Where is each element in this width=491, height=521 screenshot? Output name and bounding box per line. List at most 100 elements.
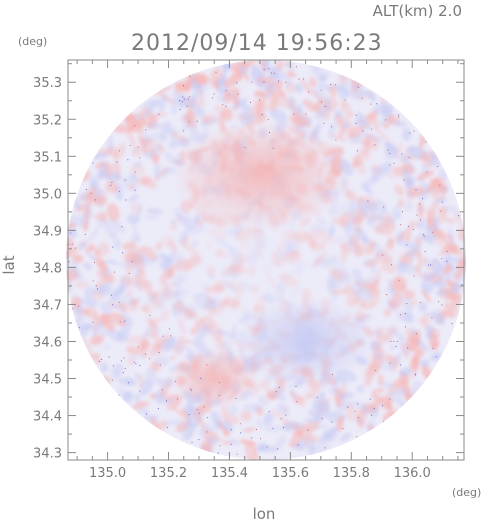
speckle-cell xyxy=(282,421,297,432)
speckle-cell xyxy=(383,308,392,317)
speckle-cell xyxy=(357,148,371,161)
speckle-cell xyxy=(246,253,258,268)
speckle-cell xyxy=(91,318,105,338)
noise-dot xyxy=(139,390,141,392)
speckle-cell xyxy=(442,205,459,213)
speckle-cell xyxy=(147,98,162,108)
noise-dot xyxy=(92,321,94,323)
speckle-cell xyxy=(275,60,285,71)
noise-dot xyxy=(371,128,373,130)
speckle-cell xyxy=(67,266,85,281)
speckle-cell xyxy=(134,372,141,381)
speckle-cell xyxy=(378,131,391,144)
speckle-cell xyxy=(159,133,168,142)
speckle-cell xyxy=(90,334,104,346)
noise-dot xyxy=(159,364,161,366)
speckle-cell xyxy=(177,97,199,109)
y-tick-label: 34.6 xyxy=(33,335,62,350)
speckle-cell xyxy=(164,151,177,165)
speckle-cell xyxy=(307,409,324,422)
noise-dot xyxy=(335,84,337,86)
speckle-cell xyxy=(329,122,337,134)
noise-dot xyxy=(321,101,322,103)
noise-dot xyxy=(146,413,147,415)
speckle-cell xyxy=(351,153,361,168)
noise-dot xyxy=(134,125,136,127)
noise-dot xyxy=(277,448,279,450)
altitude-label: ALT(km) 2.0 xyxy=(373,2,462,20)
noise-dot xyxy=(344,99,346,101)
speckle-cell xyxy=(375,328,384,341)
speckle-cell xyxy=(364,258,380,268)
speckle-cell xyxy=(169,282,177,287)
speckle-cell xyxy=(140,337,148,359)
speckle-cell xyxy=(150,291,159,301)
speckle-cell xyxy=(99,301,113,315)
noise-dot xyxy=(374,144,376,146)
noise-dot xyxy=(167,427,169,428)
speckle-cell xyxy=(206,241,212,249)
speckle-cell xyxy=(128,194,139,203)
speckle-cell xyxy=(413,257,429,272)
speckle-cell xyxy=(427,208,436,224)
speckle-cell xyxy=(370,266,377,274)
noise-dot xyxy=(127,159,129,161)
speckle-cell xyxy=(289,98,296,114)
noise-dot xyxy=(161,389,163,391)
speckle-cell xyxy=(200,117,221,125)
noise-dot xyxy=(196,120,198,122)
speckle-cell xyxy=(131,146,145,157)
noise-dot xyxy=(458,215,459,217)
noise-dot xyxy=(403,179,405,181)
noise-dot xyxy=(110,294,112,296)
speckle-cell xyxy=(91,290,104,302)
noise-dot xyxy=(400,364,402,366)
noise-dot xyxy=(423,234,424,235)
speckle-cell xyxy=(129,172,139,183)
speckle-cell xyxy=(94,257,108,272)
noise-dot xyxy=(405,326,406,328)
noise-dot xyxy=(273,72,275,74)
speckle-cell xyxy=(215,248,223,256)
speckle-cell xyxy=(392,275,402,284)
speckle-cell xyxy=(244,441,257,460)
speckle-cell xyxy=(83,337,92,353)
noise-dot xyxy=(218,394,220,396)
noise-dot xyxy=(431,317,433,319)
noise-dot xyxy=(187,98,189,100)
speckle-cell xyxy=(122,390,134,403)
noise-dot xyxy=(375,370,377,372)
speckle-cell xyxy=(313,67,324,77)
noise-dot xyxy=(182,130,184,132)
noise-dot xyxy=(332,374,333,376)
speckle-cell xyxy=(172,341,185,355)
speckle-cell xyxy=(257,98,265,109)
speckle-cell xyxy=(370,174,378,182)
speckle-cell xyxy=(85,200,93,218)
noise-dot xyxy=(393,162,395,164)
speckle-cell xyxy=(390,329,405,340)
speckle-cell xyxy=(418,302,428,312)
speckle-cell xyxy=(100,327,108,337)
speckle-cell xyxy=(171,97,180,104)
noise-dot xyxy=(296,401,298,403)
noise-dot xyxy=(413,130,415,132)
speckle-cell xyxy=(293,229,304,242)
speckle-cell xyxy=(362,186,375,196)
noise-dot xyxy=(230,443,232,445)
speckle-cell xyxy=(389,345,396,351)
noise-dot xyxy=(425,141,427,143)
speckle-cell xyxy=(261,380,271,391)
speckle-cell xyxy=(312,441,331,454)
speckle-cell xyxy=(409,299,418,307)
noise-dot xyxy=(123,357,125,359)
noise-dot xyxy=(347,406,349,408)
y-tick-label: 35.1 xyxy=(33,150,62,165)
speckle-cell xyxy=(239,64,248,76)
noise-dot xyxy=(78,305,80,307)
speckle-cell xyxy=(180,126,188,133)
noise-dot xyxy=(95,199,96,201)
speckle-cell xyxy=(171,243,179,254)
noise-dot xyxy=(250,101,251,103)
speckle-cell xyxy=(226,281,236,290)
